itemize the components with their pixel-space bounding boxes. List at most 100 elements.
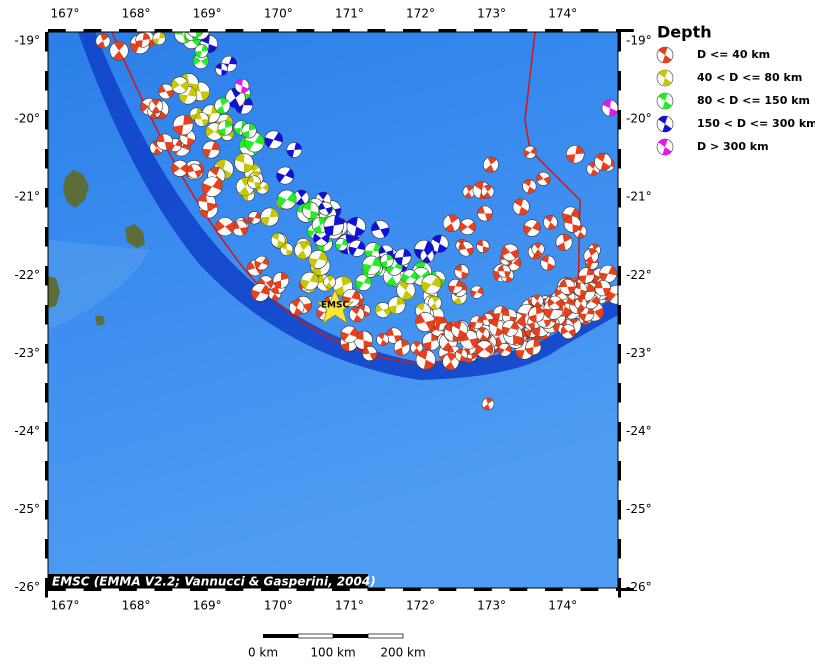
ball-quadrant — [534, 300, 542, 307]
ball-quadrant — [377, 333, 385, 340]
focal-mechanism — [95, 33, 111, 49]
ball-quadrant — [300, 279, 310, 289]
ball-quadrant — [254, 182, 261, 189]
ball-quadrant — [187, 87, 197, 97]
ball-quadrant — [277, 240, 285, 248]
focal-mechanism — [148, 98, 164, 114]
ball-quadrant — [431, 296, 440, 303]
ball-quadrant — [225, 221, 235, 233]
scale-label: 0 km — [248, 646, 278, 660]
legend-label: 40 < D <= 80 km — [697, 71, 802, 84]
focal-mechanism — [340, 325, 358, 344]
ball-quadrant — [363, 310, 370, 317]
focal-mechanism — [458, 241, 474, 257]
ball-quadrant — [413, 341, 421, 348]
focal-mechanism — [171, 159, 189, 177]
ball-quadrant — [585, 263, 592, 270]
ball-quadrant — [515, 315, 526, 328]
border-segment — [438, 29, 457, 32]
ball-quadrant — [533, 294, 541, 301]
focal-mechanism — [459, 218, 476, 236]
ball-quadrant — [159, 32, 166, 39]
ball-quadrant — [570, 207, 579, 218]
ball-quadrant — [446, 353, 457, 362]
ball-quadrant — [264, 137, 274, 148]
ball-quadrant — [559, 279, 568, 288]
ball-quadrant — [200, 57, 209, 67]
ball-quadrant — [202, 182, 213, 195]
ball-quadrant — [187, 164, 195, 173]
ball-quadrant — [534, 242, 542, 250]
ball-quadrant — [588, 162, 597, 169]
focal-mechanism — [601, 99, 618, 117]
focal-mechanism — [254, 255, 269, 271]
border-segment — [154, 29, 173, 32]
ball-quadrant — [317, 251, 328, 262]
ball-quadrant — [187, 20, 196, 28]
ball-quadrant — [269, 208, 279, 217]
ball-quadrant — [484, 213, 493, 221]
scale-labels: 0 km 100 km 200 km — [248, 646, 426, 660]
x-tick-label: 170° — [264, 599, 293, 613]
ball-quadrant — [222, 17, 229, 24]
ball-quadrant — [260, 216, 270, 226]
ball-quadrant — [585, 255, 594, 264]
ball-quadrant — [386, 328, 394, 336]
ball-quadrant — [296, 197, 306, 206]
y-tick-label: -23° — [14, 346, 40, 360]
ball-quadrant — [536, 306, 544, 315]
focal-mechanism — [481, 313, 494, 326]
ball-quadrant — [224, 120, 233, 128]
focal-mechanism — [530, 294, 544, 308]
focal-mechanism — [194, 44, 209, 58]
legend-title: Depth — [657, 23, 712, 42]
ball-quadrant — [156, 134, 165, 143]
border-segment — [616, 588, 634, 591]
ball-quadrant — [498, 347, 505, 355]
focal-mechanism — [387, 296, 406, 315]
ball-quadrant — [400, 339, 410, 348]
ball-quadrant — [262, 183, 269, 192]
ball-quadrant — [448, 285, 456, 293]
ball-quadrant — [299, 241, 310, 251]
ball-quadrant — [215, 220, 226, 232]
border-segment — [261, 29, 279, 32]
focal-mechanism — [497, 342, 512, 357]
focal-mechanism — [346, 217, 366, 237]
x-tick-label: 167° — [51, 7, 80, 21]
ball-quadrant — [469, 337, 479, 348]
ball-quadrant — [166, 89, 174, 98]
ball-quadrant — [586, 267, 595, 276]
ball-quadrant — [349, 327, 358, 338]
border-segment — [45, 578, 48, 598]
ball-quadrant — [464, 191, 472, 199]
ball-quadrant — [453, 296, 463, 305]
ball-quadrant — [586, 307, 595, 315]
ball-quadrant — [512, 257, 521, 268]
focal-mechanism — [410, 341, 424, 355]
border-segment — [403, 588, 421, 591]
focal-mechanism — [578, 267, 595, 284]
focal-mechanism — [302, 201, 320, 219]
ball-quadrant — [429, 302, 438, 310]
border-segment — [45, 71, 48, 91]
border-segment — [367, 29, 386, 32]
ball-quadrant — [183, 115, 193, 126]
focal-mechanism — [152, 32, 166, 46]
ball-quadrant — [113, 41, 125, 51]
border-segment — [45, 383, 48, 403]
ball-quadrant — [201, 119, 209, 127]
ball-quadrant — [351, 290, 361, 300]
ball-quadrant — [658, 70, 668, 78]
border-segment — [618, 344, 621, 364]
focal-mechanism — [276, 189, 297, 210]
ball-quadrant — [484, 343, 493, 355]
ball-quadrant — [662, 101, 672, 109]
focal-mechanism — [308, 250, 328, 269]
ball-quadrant — [243, 162, 253, 173]
ball-quadrant — [247, 175, 255, 183]
ball-quadrant — [175, 139, 182, 148]
ball-quadrant — [524, 330, 532, 338]
focal-mechanism — [442, 353, 460, 371]
ball-quadrant — [577, 231, 585, 239]
